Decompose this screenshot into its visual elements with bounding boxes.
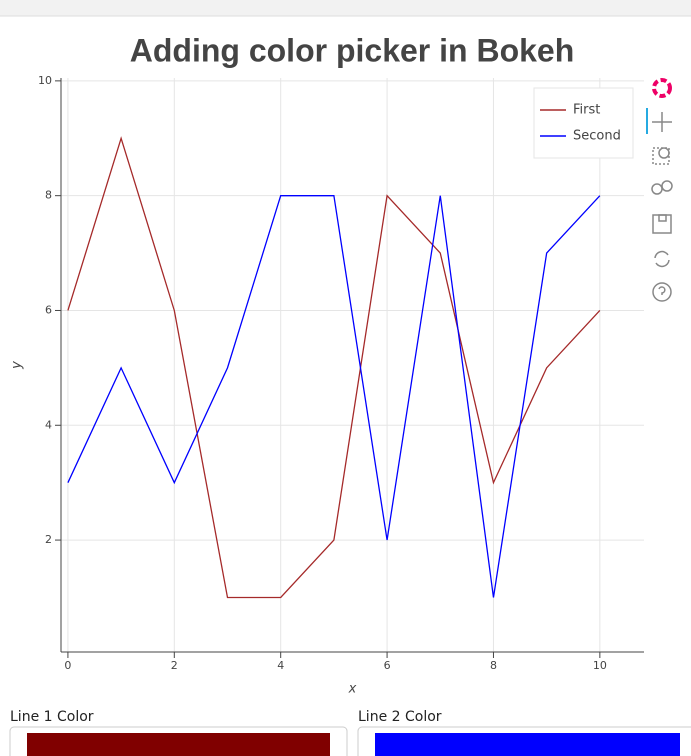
x-axis-label: x bbox=[348, 682, 357, 697]
reset-tool[interactable] bbox=[654, 250, 670, 268]
y-tick-label: 6 bbox=[45, 303, 52, 316]
x-tick-label: 2 bbox=[171, 659, 178, 672]
chart-title: Adding color picker in Bokeh bbox=[130, 32, 575, 68]
box-zoom-tool[interactable] bbox=[652, 147, 670, 165]
legend-label: First bbox=[573, 103, 600, 118]
y-axis-label: y bbox=[10, 361, 25, 370]
pan-tool[interactable] bbox=[652, 112, 672, 132]
top-bar bbox=[0, 0, 691, 16]
x-tick-label: 4 bbox=[277, 659, 284, 672]
y-tick-label: 10 bbox=[38, 74, 52, 87]
spacer bbox=[1, 705, 2, 706]
line bbox=[67, 195, 601, 598]
color-swatch bbox=[375, 733, 680, 756]
legend-label: Second bbox=[573, 129, 621, 144]
bokeh-logo[interactable] bbox=[652, 78, 672, 98]
x-tick-label: 8 bbox=[490, 659, 497, 672]
widget-label: Line 2 Color bbox=[358, 709, 442, 725]
line bbox=[67, 136, 601, 599]
wheel-zoom-tool[interactable] bbox=[651, 180, 673, 195]
color-swatch bbox=[27, 733, 330, 756]
save-tool[interactable] bbox=[652, 214, 672, 234]
widget-label: Line 1 Color bbox=[10, 709, 94, 725]
help-tool[interactable] bbox=[652, 282, 672, 302]
y-tick-label: 8 bbox=[45, 189, 52, 202]
legend-box bbox=[533, 87, 634, 159]
y-tick-label: 2 bbox=[45, 533, 52, 546]
x-tick-label: 0 bbox=[64, 659, 71, 672]
x-tick-label: 6 bbox=[384, 659, 391, 672]
y-tick-label: 4 bbox=[45, 418, 52, 431]
x-tick-label: 10 bbox=[593, 659, 607, 672]
toolbar bbox=[646, 78, 673, 302]
